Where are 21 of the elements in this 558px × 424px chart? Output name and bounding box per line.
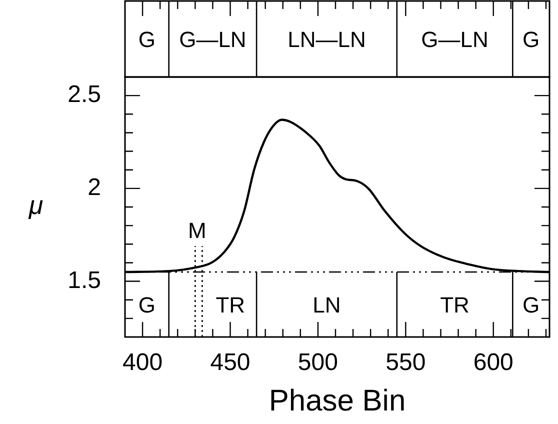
ref-line-label: M	[188, 218, 206, 244]
annotation: G	[138, 292, 156, 318]
text: G	[522, 27, 540, 52]
text: G	[138, 27, 156, 52]
annotation: TR	[216, 292, 246, 318]
x-tick-label: 400	[122, 349, 163, 376]
x-axis-title: Phase Bin	[268, 384, 406, 418]
annotation: LN	[312, 292, 341, 318]
x-tick-label: 550	[386, 349, 426, 376]
x-tick-label: 600	[473, 349, 514, 376]
text: LN—LN	[288, 27, 366, 52]
annotation: G	[522, 292, 540, 318]
x-tick-label: 450	[210, 349, 250, 376]
y-axis-title: μ	[28, 190, 44, 220]
text: G—LN	[179, 27, 246, 52]
y-tick-label: 1.5	[68, 266, 101, 294]
annotation: TR	[440, 292, 470, 318]
text: G—LN	[421, 27, 488, 52]
y-tick-label: 2	[88, 174, 101, 202]
y-tick-label: 2.5	[68, 81, 101, 108]
x-tick-label: 500	[298, 349, 338, 376]
